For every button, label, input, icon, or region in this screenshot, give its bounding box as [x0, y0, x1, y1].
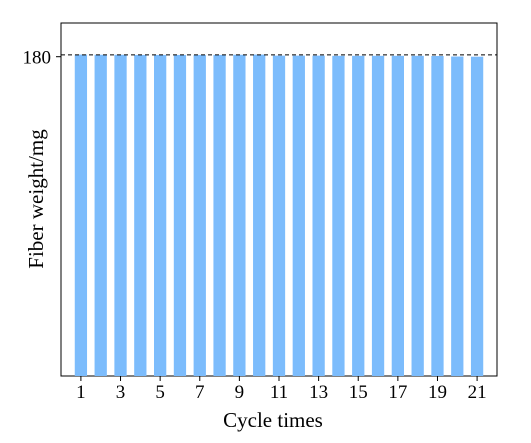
bar-19 — [431, 55, 444, 377]
bar-20 — [451, 56, 464, 376]
bar-6 — [173, 54, 187, 377]
x-tick-label: 7 — [195, 382, 205, 403]
bar-10 — [253, 54, 266, 376]
x-axis-label: Cycle times — [223, 408, 323, 432]
bar-12 — [292, 55, 305, 376]
x-tick-label: 13 — [309, 382, 328, 403]
y-axis: 180 — [23, 48, 61, 69]
x-tick-label: 15 — [349, 382, 368, 403]
y-tick-label: 180 — [23, 48, 52, 69]
bar-21 — [470, 56, 484, 376]
x-tick-label: 9 — [235, 382, 245, 403]
bar-16 — [371, 55, 385, 376]
bar-series — [74, 54, 484, 377]
bar-8 — [213, 54, 226, 377]
bar-18 — [411, 55, 424, 376]
bar-3 — [114, 54, 127, 376]
bar-1 — [74, 54, 88, 376]
x-tick-label: 1 — [76, 382, 86, 403]
bar-7 — [193, 54, 206, 377]
y-axis-label: Fiber weight/mg — [24, 129, 48, 269]
bar-14 — [332, 55, 345, 376]
bar-4 — [134, 54, 147, 377]
bar-17 — [391, 55, 404, 376]
bar-15 — [352, 55, 365, 376]
bar-13 — [312, 55, 325, 376]
bar-5 — [154, 54, 167, 377]
x-tick-label: 21 — [468, 382, 487, 403]
x-tick-label: 5 — [155, 382, 165, 403]
x-tick-label: 11 — [270, 382, 288, 403]
bar-9 — [233, 54, 246, 376]
x-tick-label: 3 — [116, 382, 126, 403]
bar-2 — [94, 54, 107, 376]
x-axis: 1 3 5 7 9 11 13 15 17 19 21 — [76, 376, 487, 403]
x-tick-label: 17 — [388, 382, 407, 403]
bar-11 — [272, 55, 286, 376]
x-tick-label: 19 — [428, 382, 447, 403]
